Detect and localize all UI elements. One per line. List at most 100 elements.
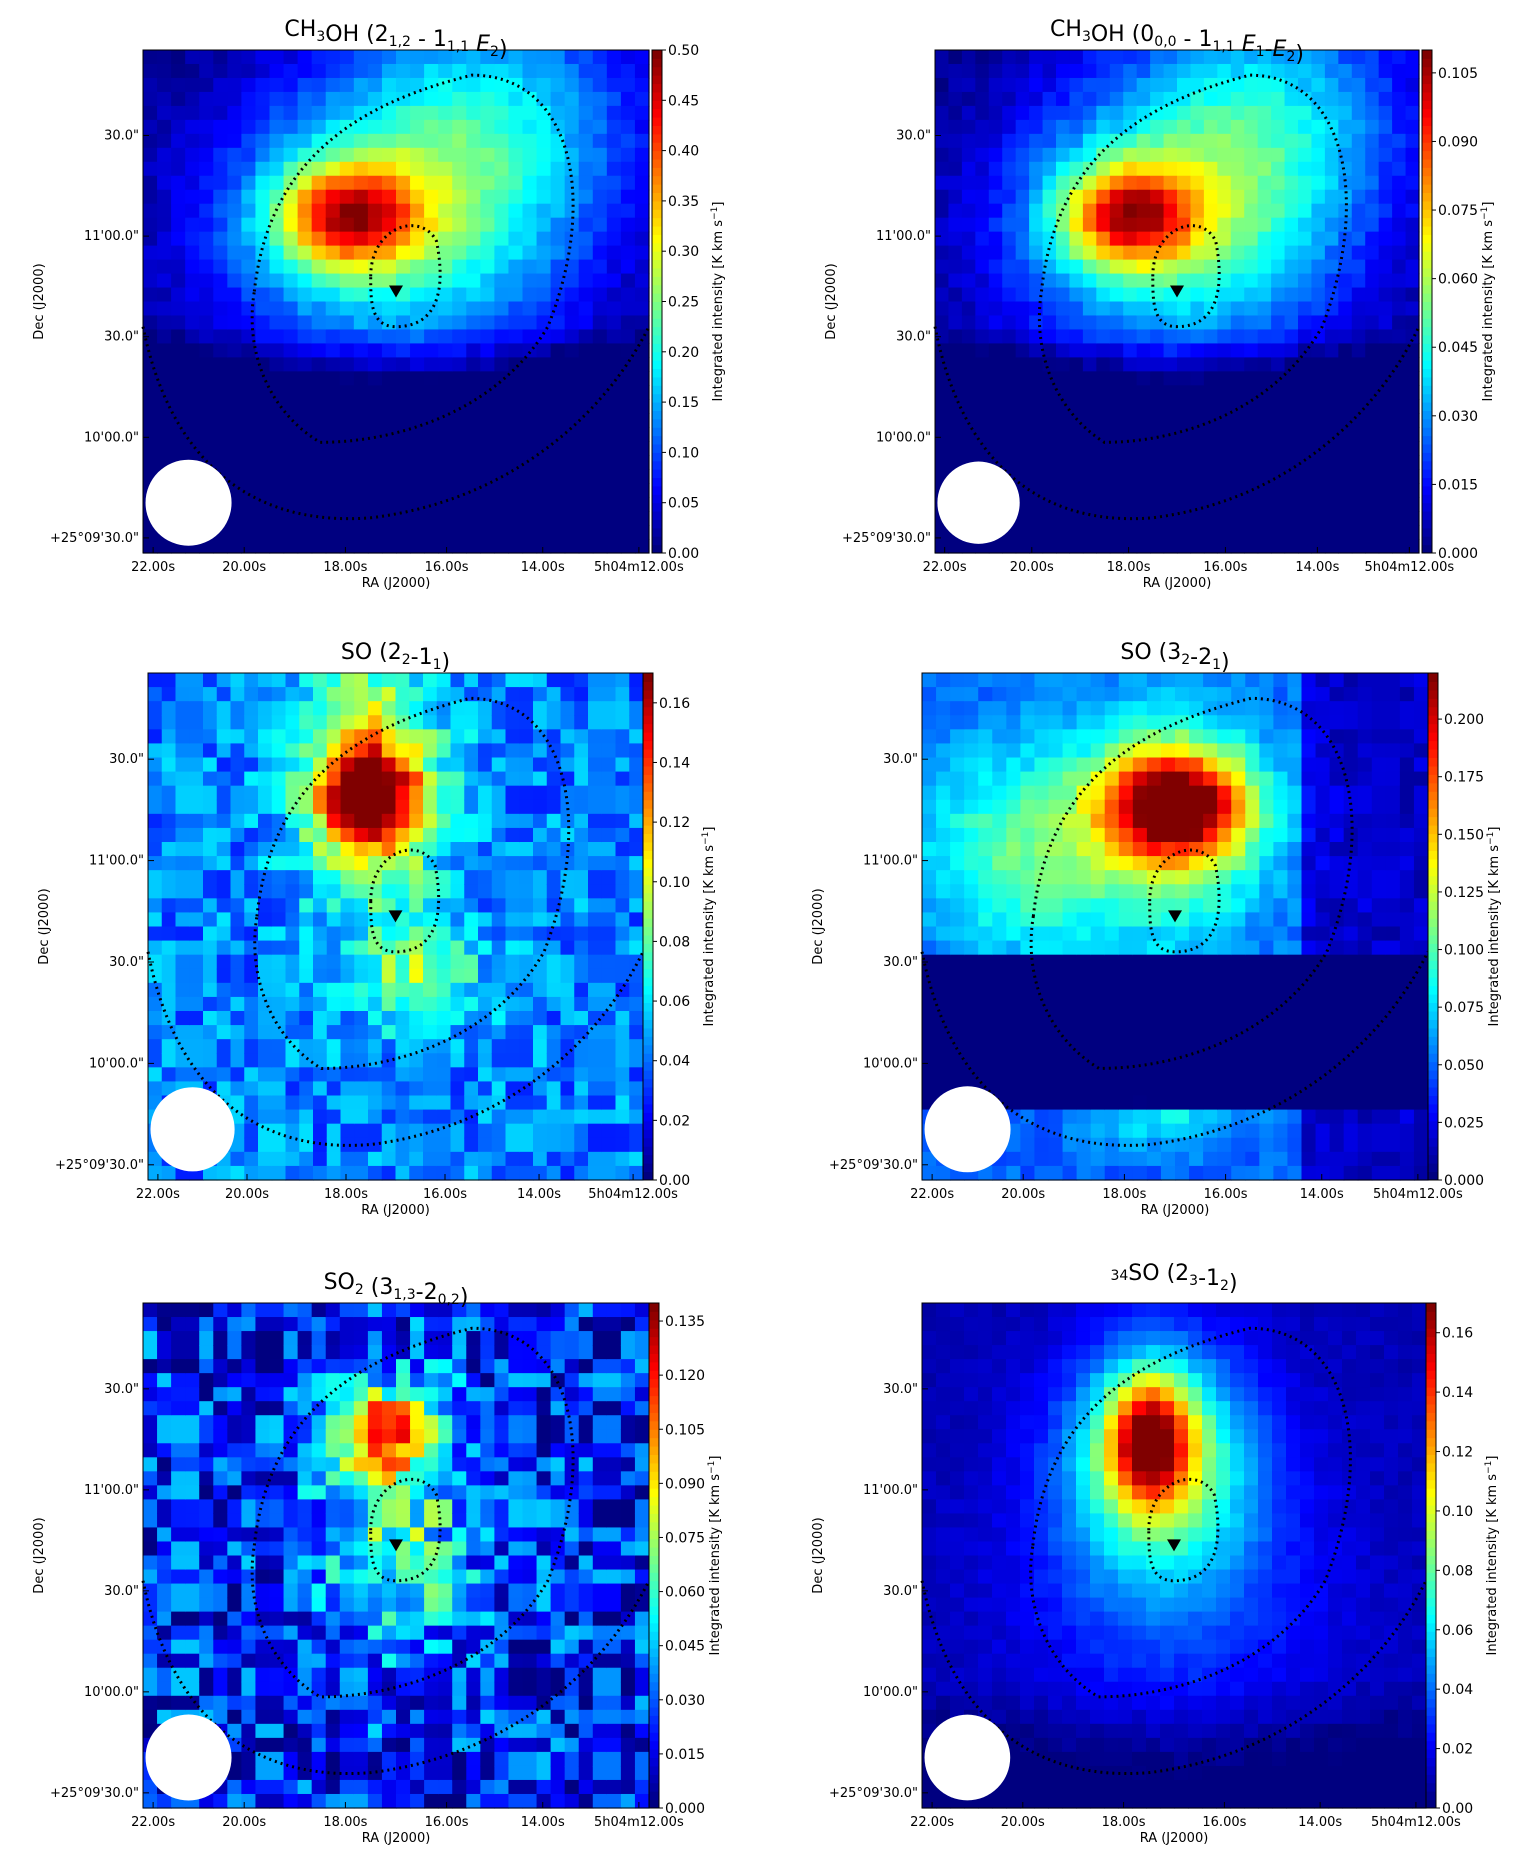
heatmap-cell bbox=[244, 729, 259, 745]
heatmap-cell bbox=[216, 842, 232, 857]
colorbar-tick-label: 0.105 bbox=[1438, 66, 1478, 82]
heatmap-cell bbox=[1163, 329, 1178, 345]
heatmap-cell bbox=[1015, 315, 1030, 331]
heatmap-cell bbox=[1034, 771, 1050, 787]
heatmap-cell bbox=[1020, 799, 1036, 815]
heatmap-cell bbox=[519, 813, 534, 829]
heatmap-cell bbox=[189, 884, 204, 899]
heatmap-cell bbox=[148, 673, 163, 688]
heatmap-cell bbox=[1190, 175, 1205, 191]
heatmap-cell bbox=[574, 1109, 589, 1125]
heatmap-cell bbox=[1230, 63, 1245, 79]
heatmap-cell bbox=[410, 119, 425, 135]
heatmap-cell bbox=[171, 133, 186, 149]
heatmap-cell bbox=[1244, 441, 1259, 456]
heatmap-cell bbox=[1015, 147, 1030, 163]
heatmap-cell bbox=[1090, 1137, 1106, 1153]
heatmap-cell bbox=[1190, 427, 1205, 442]
heatmap-cell bbox=[326, 870, 342, 885]
heatmap-cell bbox=[564, 497, 580, 512]
heatmap-cell bbox=[171, 189, 186, 205]
heatmap-cell bbox=[271, 856, 287, 871]
heatmap-cell bbox=[1048, 1109, 1064, 1125]
heatmap-cell bbox=[629, 1137, 644, 1153]
heatmap-cell bbox=[522, 217, 538, 233]
heatmap-cell bbox=[478, 1053, 493, 1068]
heatmap-cell bbox=[522, 259, 538, 275]
heatmap-cell bbox=[550, 203, 566, 219]
heatmap-cell bbox=[1136, 91, 1151, 107]
heatmap-cell bbox=[299, 1109, 314, 1125]
heatmap-cell bbox=[950, 1039, 965, 1054]
heatmap-cell bbox=[1177, 231, 1192, 247]
heatmap-cell bbox=[396, 161, 411, 177]
heatmap-cell bbox=[1259, 1095, 1274, 1111]
heatmap-cell bbox=[148, 1151, 163, 1167]
heatmap-cell bbox=[438, 315, 453, 331]
heatmap-cell bbox=[424, 287, 439, 303]
heatmap-cell bbox=[381, 996, 397, 1012]
heatmap-cell bbox=[1062, 673, 1078, 688]
heatmap-cell bbox=[1062, 771, 1078, 787]
heatmap-cell bbox=[423, 743, 438, 759]
heatmap-cell bbox=[988, 371, 1003, 386]
heatmap-cell bbox=[634, 469, 650, 484]
heatmap-cell bbox=[423, 1011, 438, 1026]
heatmap-cell bbox=[1338, 189, 1353, 205]
heatmap-cell bbox=[574, 729, 589, 745]
heatmap-cell bbox=[964, 1025, 979, 1040]
heatmap-cell bbox=[536, 217, 552, 233]
heatmap-cell bbox=[297, 427, 313, 442]
heatmap-cell bbox=[1118, 1095, 1134, 1111]
heatmap-cell bbox=[935, 357, 950, 372]
heatmap-cell bbox=[423, 813, 438, 829]
heatmap-cell bbox=[922, 1053, 937, 1068]
heatmap-cell bbox=[381, 701, 397, 716]
heatmap-cell bbox=[1217, 715, 1232, 730]
heatmap-cell bbox=[227, 483, 242, 498]
heatmap-cell bbox=[143, 273, 158, 289]
heatmap-cell bbox=[464, 1025, 479, 1040]
heatmap-cell bbox=[935, 133, 950, 149]
heatmap-cell bbox=[1392, 133, 1407, 149]
heatmap-cell bbox=[1271, 483, 1286, 498]
heatmap-cell bbox=[1203, 1095, 1218, 1111]
heatmap-cell bbox=[285, 1095, 300, 1111]
heatmap-cell bbox=[438, 357, 453, 372]
heatmap-cell bbox=[1189, 1039, 1204, 1054]
heatmap-cell bbox=[1150, 385, 1165, 400]
heatmap-cell bbox=[241, 483, 257, 498]
heatmap-cell bbox=[367, 147, 383, 163]
heatmap-cell bbox=[1259, 1025, 1274, 1040]
heatmap-cell bbox=[1217, 996, 1232, 1012]
heatmap-cell bbox=[1189, 912, 1204, 928]
heatmap-cell bbox=[213, 371, 228, 386]
heatmap-cell bbox=[464, 982, 479, 998]
heatmap-cell bbox=[452, 469, 467, 484]
colorbar-tick-label: 0.16 bbox=[659, 696, 690, 712]
heatmap-cell bbox=[438, 343, 453, 358]
heatmap-cell bbox=[1042, 455, 1057, 470]
heatmap-cell bbox=[1244, 259, 1259, 275]
heatmap-cell bbox=[353, 245, 369, 261]
heatmap-cell bbox=[1392, 175, 1407, 191]
heatmap-cell bbox=[1146, 968, 1162, 984]
heatmap-cell bbox=[519, 1053, 534, 1068]
heatmap-cell bbox=[1146, 1039, 1162, 1054]
heatmap-cell bbox=[1123, 133, 1138, 149]
heatmap-cell bbox=[1076, 1025, 1092, 1040]
heatmap-cell bbox=[629, 898, 644, 914]
heatmap-cell bbox=[975, 50, 990, 65]
heatmap-cell bbox=[546, 687, 562, 702]
heatmap-cell bbox=[185, 329, 200, 345]
heatmap-cell bbox=[1217, 982, 1232, 998]
heatmap-cell bbox=[1324, 441, 1339, 456]
heatmap-cell bbox=[1150, 119, 1165, 135]
heatmap-cell bbox=[1090, 1151, 1106, 1167]
heatmap-cell bbox=[1076, 1053, 1092, 1068]
heatmap-cell bbox=[1132, 954, 1148, 970]
heatmap-cell bbox=[1136, 119, 1151, 135]
heatmap-cell bbox=[546, 996, 562, 1012]
heatmap-cell bbox=[988, 385, 1003, 400]
heatmap-cell bbox=[508, 231, 524, 247]
